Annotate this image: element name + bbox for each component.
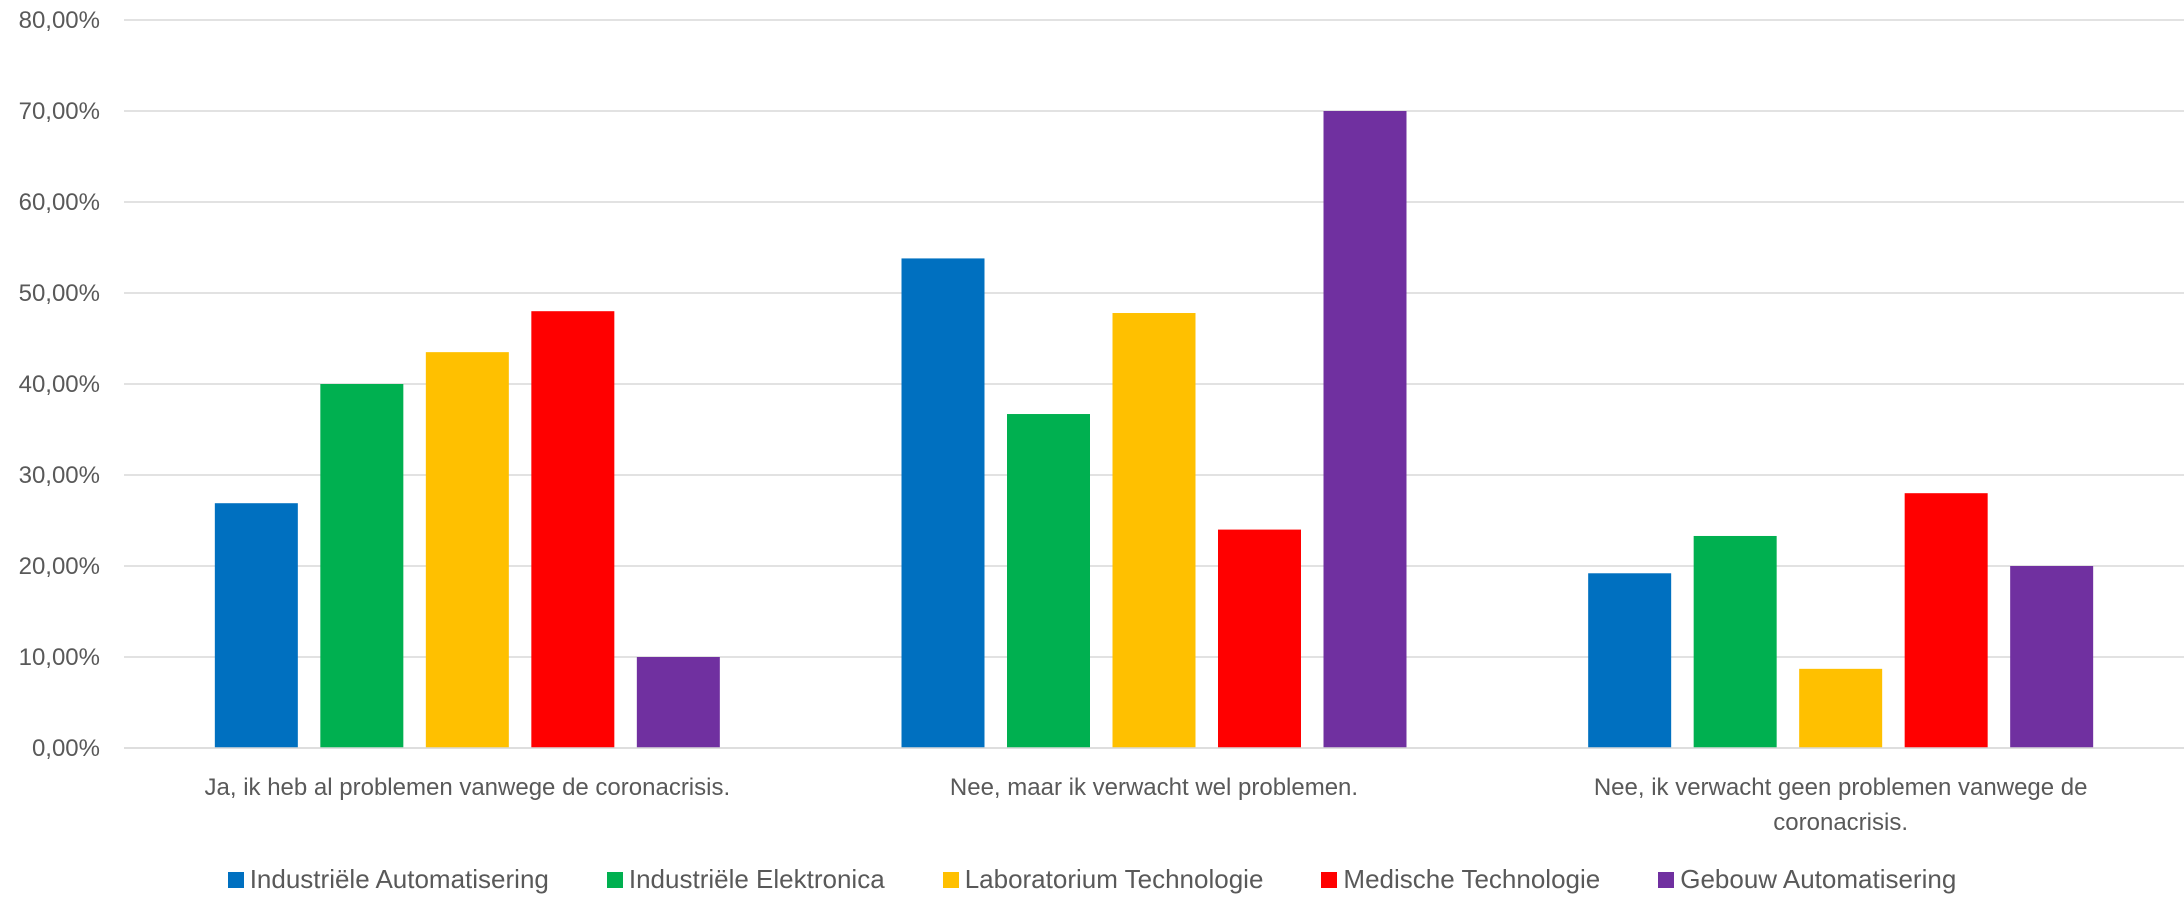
legend-label: Laboratorium Technologie (964, 864, 1264, 894)
bar (1904, 493, 1988, 748)
y-tick-label: 0,00% (32, 735, 100, 762)
y-tick-label: 50,00% (19, 280, 100, 307)
bar (320, 384, 404, 748)
legend-label: Industriële Elektronica (628, 864, 885, 894)
y-tick-label: 80,00% (19, 7, 100, 34)
legend: Industriële Automatisering Industriële El… (0, 862, 2184, 897)
legend-swatch (227, 871, 244, 888)
y-tick-label: 60,00% (19, 189, 100, 216)
legend-swatch (606, 871, 623, 888)
legend-item: Medische Technologie (1321, 864, 1600, 895)
bar (1112, 313, 1196, 748)
legend-item: Industriële Automatisering (227, 864, 549, 895)
y-tick-label: 30,00% (19, 462, 100, 489)
legend-swatch (1321, 871, 1338, 888)
bar (214, 503, 298, 748)
legend-label: Gebouw Automatisering (1680, 864, 1957, 894)
x-category-label: Nee, ik verwacht geen problemen vanwege … (1594, 774, 2088, 801)
legend-item: Gebouw Automatisering (1658, 864, 1956, 895)
bar (901, 258, 985, 748)
bar (425, 352, 509, 748)
bar (1588, 573, 1672, 748)
y-tick-label: 70,00% (19, 98, 100, 125)
y-tick-label: 40,00% (19, 371, 100, 398)
bar (1799, 668, 1883, 748)
bar (531, 311, 615, 748)
legend-item: Industriële Elektronica (606, 864, 885, 895)
legend-swatch (942, 871, 959, 888)
y-tick-label: 20,00% (19, 553, 100, 580)
bar (1693, 535, 1777, 748)
x-axis: Ja, ik heb al problemen vanwege de coron… (124, 747, 2184, 836)
legend-swatch (1658, 871, 1675, 888)
legend-label: Industriële Automatisering (249, 864, 549, 894)
x-category-label: Ja, ik heb al problemen vanwege de coron… (205, 774, 731, 801)
bar (1323, 111, 1407, 748)
bar (1218, 529, 1301, 748)
bar-chart: 0,00% 10,00% 20,00% 30,00% 40,00% 50,00% 60,00… (19, 7, 2184, 836)
legend-item: Laboratorium Technologie (942, 864, 1264, 895)
bar (636, 657, 720, 748)
y-tick-label: 10,00% (19, 644, 100, 671)
x-category-label: coronacrisis. (1773, 809, 1908, 836)
legend-label: Medische Technologie (1343, 864, 1601, 894)
bar (1007, 414, 1090, 748)
bars (214, 111, 2094, 748)
x-category-label: Nee, maar ik verwacht wel problemen. (950, 774, 1358, 801)
bar (2010, 566, 2094, 748)
y-axis: 0,00% 10,00% 20,00% 30,00% 40,00% 50,00% 60,00… (19, 7, 100, 762)
